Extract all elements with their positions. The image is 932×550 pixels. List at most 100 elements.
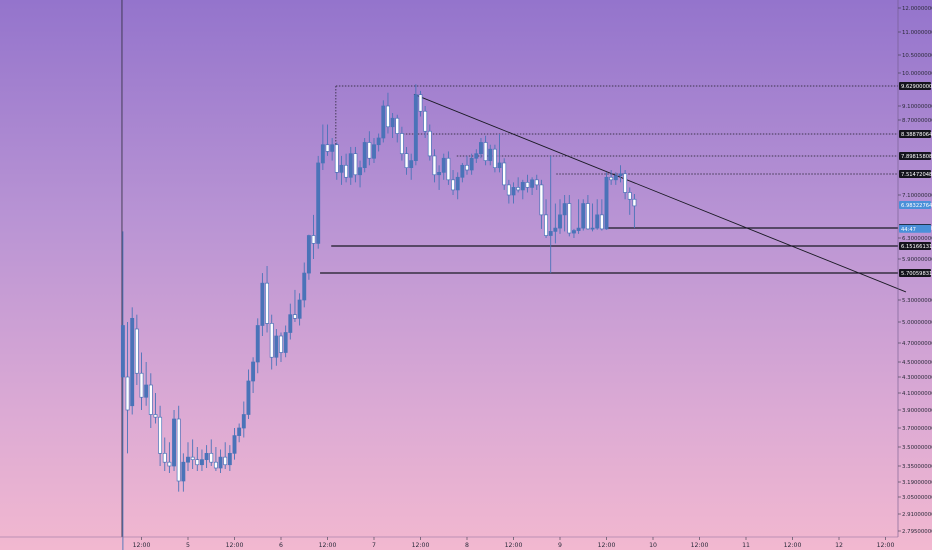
candle-body-94	[558, 214, 562, 229]
candle-body-60	[399, 133, 404, 155]
candle-body-100	[585, 203, 590, 230]
candle-body-89	[534, 179, 539, 186]
candle-body-103	[599, 214, 604, 230]
candle-body-7	[153, 414, 158, 418]
price-tick-label-9: 5.30000000	[902, 298, 932, 304]
level-tag-1-label: 8.38878064	[901, 132, 932, 138]
time-tick-label-11: 10	[649, 542, 657, 549]
price-axis[interactable]: 12.00000000 11.00000000 10.50000000 10.0000…	[897, 0, 932, 550]
candle-body-96	[567, 203, 572, 234]
price-tick-label-11: 4.70000000	[902, 341, 932, 347]
candle-body-97	[571, 230, 576, 234]
candle-body-59	[395, 117, 400, 134]
countdown-tag-label: 44:47	[901, 227, 916, 233]
candle-body-85	[516, 187, 521, 191]
price-tick-label-15: 3.90000000	[902, 408, 932, 414]
candle-body-18	[204, 452, 209, 461]
level-tag-3-label: 7.51472048	[901, 172, 932, 178]
price-tick-label-20: 3.05000000	[902, 495, 932, 501]
candle-body-76	[474, 153, 479, 159]
candle-body-6	[148, 384, 153, 415]
candle-body-65	[423, 110, 428, 132]
candle-body-23	[227, 452, 232, 466]
candle-body-12	[176, 418, 181, 482]
time-tick-label-7: 8	[465, 542, 469, 549]
price-tick-label-13: 4.30000000	[902, 375, 932, 381]
level-tag-0-bg	[899, 82, 931, 90]
price-tick-label-6: 7.10000000	[902, 193, 932, 199]
candle-body-95	[562, 203, 567, 216]
candle-body-69	[441, 157, 446, 173]
candle-body-105	[609, 176, 614, 181]
price-tick-label-22: 2.79500000	[902, 529, 932, 535]
candle-body-109	[627, 192, 632, 200]
candle-body-102	[595, 214, 600, 229]
candle-body-79	[488, 148, 493, 161]
candle-body-78	[483, 142, 488, 161]
price-tick-label-1: 11.00000000	[902, 30, 932, 36]
candle-body-68	[437, 172, 442, 176]
time-tick-label-13: 11	[742, 542, 750, 549]
candle-body-26	[241, 414, 246, 429]
candle-body-36	[288, 314, 293, 333]
candle-body-14	[186, 456, 190, 463]
candle-body-2	[130, 317, 135, 407]
price-tick-label-4: 9.10000000	[902, 104, 932, 110]
candle-body-4	[139, 372, 144, 398]
price-tick-label-18: 3.35000000	[902, 464, 932, 470]
trendline-group	[413, 93, 907, 293]
candle-body-17	[200, 459, 204, 466]
candle-body-77	[479, 142, 483, 155]
level-tag-1-bg	[899, 130, 931, 138]
time-tick-label-1: 5	[186, 542, 190, 549]
candle-body-44	[325, 144, 330, 152]
level-tag-2-bg	[899, 152, 931, 160]
price-tick-label-17: 3.50000000	[902, 445, 932, 451]
candle-body-49	[348, 153, 353, 178]
time-tick-label-0: 12:00	[133, 542, 151, 549]
last-price-tag-label: 6.98322764	[901, 203, 932, 209]
trendline	[413, 93, 907, 293]
horizontal-levels	[320, 85, 898, 274]
price-tick-label-19: 3.19000000	[902, 480, 932, 486]
candle-body-13	[181, 461, 186, 482]
time-tick-label-8: 12:00	[505, 542, 523, 549]
time-tick-label-3: 6	[279, 542, 283, 549]
level-tag-0-label: 9.62900000	[901, 84, 932, 90]
candle-body-30	[260, 282, 265, 326]
candle-body-16	[195, 459, 200, 466]
candle-body-71	[451, 179, 456, 191]
level-tag-6-bg	[899, 269, 931, 277]
time-tick-label-16: 12:00	[877, 542, 895, 549]
candle-body-11	[172, 418, 176, 467]
price-tick-label-8: 5.90000000	[902, 257, 932, 263]
candle-body-83	[506, 184, 511, 196]
level-tag-5-bg	[899, 242, 931, 250]
candle-body-39	[302, 272, 307, 301]
level-tag-5-label: 6.15166131	[901, 244, 932, 250]
time-tick-label-6: 12:00	[412, 542, 430, 549]
price-tick-label-16: 3.70000000	[902, 426, 932, 432]
candle-body-27	[246, 380, 251, 415]
candle-body-47	[339, 164, 344, 173]
candle-body-15	[190, 456, 195, 461]
candle-body-22	[223, 456, 228, 466]
candle-body-90	[539, 184, 544, 216]
candle-body-101	[590, 227, 595, 230]
candle-body-75	[469, 157, 474, 171]
candle-body-74	[465, 164, 469, 171]
time-tick-label-2: 12:00	[226, 542, 244, 549]
price-tick-label-7: 6.30000000	[902, 236, 932, 242]
time-tick-label-15: 12	[835, 542, 843, 549]
candle-body-66	[427, 130, 432, 157]
candle-body-72	[455, 176, 460, 191]
price-tick-label-21: 2.91000000	[902, 512, 932, 518]
candle-body-48	[344, 164, 349, 178]
candle-body-50	[353, 153, 358, 176]
candle-body-93	[553, 227, 558, 232]
candle-body-46	[334, 144, 339, 173]
candle-body-64	[418, 94, 423, 112]
candle-body-53	[367, 142, 372, 159]
time-axis[interactable]: 12:00 5 12:00 6 12:00 7 12:00 8 12:00 9 12:00 10 12:…	[0, 536, 898, 549]
